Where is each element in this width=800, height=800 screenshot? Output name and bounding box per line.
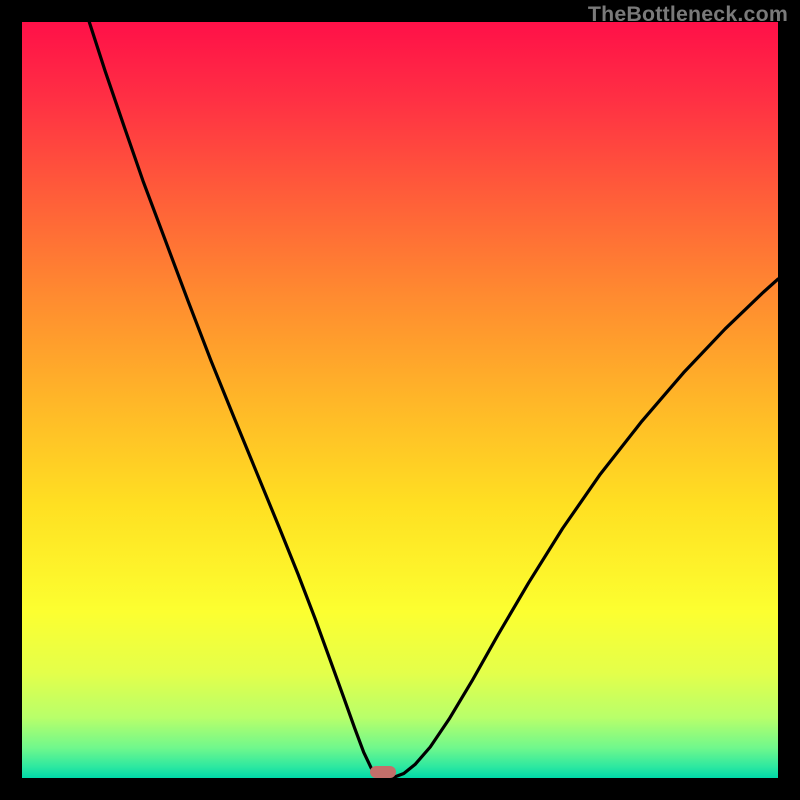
- watermark-text: TheBottleneck.com: [588, 2, 788, 27]
- bottleneck-curve: [22, 22, 778, 778]
- plot-area: [22, 22, 778, 778]
- minimum-marker: [370, 766, 396, 778]
- chart-frame: TheBottleneck.com: [0, 0, 800, 800]
